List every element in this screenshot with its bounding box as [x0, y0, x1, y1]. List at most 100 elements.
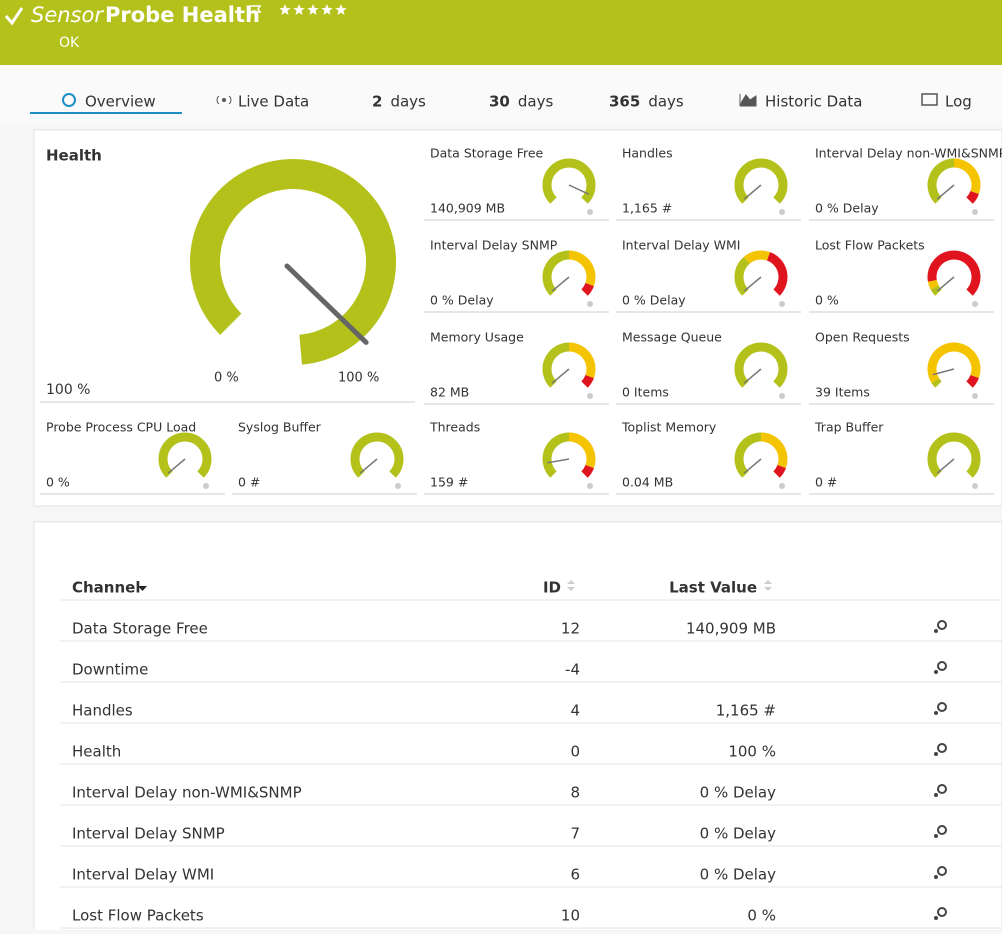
gauge-needle	[936, 184, 955, 200]
gauge-arc	[773, 464, 786, 478]
gauge-value: 0 % Delay	[430, 293, 494, 308]
gauge-needle	[743, 184, 762, 200]
settings-icon[interactable]	[972, 393, 978, 399]
gauge-name: Message Queue	[622, 330, 722, 345]
settings-icon[interactable]	[779, 209, 785, 215]
channel-settings-small[interactable]	[934, 711, 938, 715]
gauge-needle	[551, 276, 570, 292]
gauge-value: 1,165 #	[622, 201, 672, 216]
channel-settings[interactable]	[937, 620, 947, 630]
tab-number[interactable]: 30	[489, 93, 510, 111]
health-title: Health	[46, 147, 102, 165]
settings-icon[interactable]	[779, 483, 785, 489]
column-header[interactable]: Channel	[72, 579, 140, 597]
settings-icon[interactable]	[972, 209, 978, 215]
gauge-value: 0 %	[46, 475, 70, 490]
gauge-arc	[542, 158, 596, 204]
settings-icon[interactable]	[779, 393, 785, 399]
channel-settings[interactable]	[937, 784, 947, 794]
gauge-name: Open Requests	[815, 330, 910, 345]
gauge-needle	[743, 458, 762, 474]
gauge-needle	[568, 184, 590, 195]
gauge-arc	[734, 432, 762, 478]
tab-label[interactable]: Overview	[85, 93, 156, 111]
channel-name: Interval Delay SNMP	[72, 825, 225, 843]
channel-value: 100 %	[728, 743, 776, 761]
channel-settings[interactable]	[937, 702, 947, 712]
channel-id: 8	[570, 784, 580, 802]
gauge-needle	[936, 458, 955, 474]
settings-icon[interactable]	[972, 483, 978, 489]
gauge-name: Memory Usage	[430, 330, 524, 345]
channel-settings[interactable]	[937, 825, 947, 835]
channel-id: 6	[570, 866, 580, 884]
gauge-arc	[927, 432, 981, 478]
live-dot	[222, 98, 226, 102]
settings-icon[interactable]	[587, 393, 593, 399]
tab-unit[interactable]: days	[390, 93, 426, 111]
tab-number[interactable]: 365	[609, 93, 640, 111]
channel-settings-small[interactable]	[934, 834, 938, 838]
channel-id: 12	[561, 620, 580, 638]
channel-value: 1,165 #	[716, 702, 776, 720]
settings-icon[interactable]	[779, 301, 785, 307]
settings-icon[interactable]	[587, 483, 593, 489]
channel-value: 0 % Delay	[700, 866, 776, 884]
table-panel	[33, 521, 1002, 934]
channel-settings[interactable]	[937, 907, 947, 917]
channel-id: 7	[570, 825, 580, 843]
channel-name: Handles	[72, 702, 133, 720]
tab-unit[interactable]: days	[648, 93, 684, 111]
gauge-arc	[158, 432, 212, 478]
live-icon	[216, 95, 232, 105]
settings-icon[interactable]	[587, 209, 593, 215]
column-header[interactable]: Last Value	[669, 579, 757, 597]
gauge-arc	[542, 342, 570, 388]
gauge-arc	[734, 342, 788, 388]
channel-settings-small[interactable]	[934, 793, 938, 797]
settings-icon[interactable]	[587, 301, 593, 307]
sort-arrow	[138, 586, 147, 591]
gauge-needle	[743, 368, 762, 384]
gauge-arc	[568, 342, 596, 379]
settings-icon[interactable]	[203, 483, 209, 489]
channel-settings-small[interactable]	[934, 916, 938, 920]
channel-value: 0 % Delay	[700, 825, 776, 843]
gauge-arc	[927, 279, 939, 290]
gauge-arc	[190, 159, 396, 365]
column-header[interactable]: ID	[543, 579, 561, 597]
gauge-value: 0 Items	[622, 385, 669, 400]
tab-unit[interactable]: days	[518, 93, 554, 111]
gauge-needle	[547, 458, 570, 464]
gauge-arc	[581, 464, 594, 478]
channel-settings[interactable]	[937, 743, 947, 753]
channel-settings[interactable]	[937, 866, 947, 876]
sort-arrow	[764, 580, 772, 591]
settings-icon[interactable]	[395, 483, 401, 489]
gauge-needle	[743, 276, 762, 292]
overview-icon	[62, 93, 76, 107]
channel-settings-small[interactable]	[934, 875, 938, 879]
gauge-name: Syslog Buffer	[238, 420, 322, 435]
tab-label[interactable]: Log	[945, 93, 972, 111]
channel-id: 0	[570, 743, 580, 761]
gauge-arc	[581, 282, 594, 296]
tab-number[interactable]: 2	[372, 93, 382, 111]
gauge-arc	[542, 432, 570, 478]
channel-settings-small[interactable]	[934, 752, 938, 756]
channel-settings-small[interactable]	[934, 670, 938, 674]
tab-label[interactable]: Historic Data	[765, 93, 863, 111]
tab-label[interactable]: Live Data	[238, 93, 309, 111]
settings-icon[interactable]	[972, 301, 978, 307]
gauge-value: 0 #	[815, 475, 837, 490]
gauge-arc	[931, 378, 942, 388]
active-tab-underline	[30, 112, 182, 114]
gauge-value: 82 MB	[430, 385, 469, 400]
gauge-arc	[743, 250, 771, 264]
flag-icon	[249, 5, 262, 18]
gauge-name: Interval Delay WMI	[622, 238, 741, 253]
channel-settings-small[interactable]	[934, 629, 938, 633]
gauge-value: 0 #	[238, 475, 260, 490]
gauge-needle	[284, 263, 369, 345]
channel-settings[interactable]	[937, 661, 947, 671]
